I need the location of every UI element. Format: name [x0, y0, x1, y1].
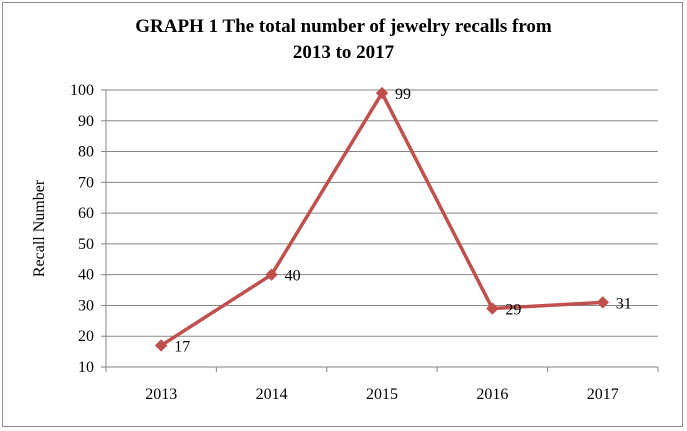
data-point-2015 — [375, 86, 389, 100]
y-tick-label: 70 — [78, 174, 94, 191]
chart-title-line-1: GRAPH 1 The total number of jewelry reca… — [135, 16, 552, 37]
data-label-2017: 31 — [616, 295, 632, 312]
y-tick-label: 40 — [78, 267, 94, 284]
x-tick-label-2015: 2015 — [366, 386, 398, 403]
y-tick-label: 60 — [78, 205, 94, 222]
data-label-2015: 99 — [395, 86, 411, 103]
x-tick-label-2016: 2016 — [476, 386, 508, 403]
data-labels: 17 40 99 29 31 — [174, 86, 632, 355]
y-axis-label: Recall Number — [31, 179, 48, 277]
chart-title-line-2: 2013 to 2017 — [292, 42, 395, 63]
data-label-2016: 29 — [505, 302, 521, 319]
data-point-2013 — [154, 339, 168, 352]
series-line-0 — [160, 91, 603, 347]
y-tick-label: 100 — [70, 82, 94, 99]
y-tick-label: 50 — [78, 236, 94, 253]
data-label-2013: 17 — [174, 338, 190, 355]
y-tick-label: 30 — [78, 297, 94, 314]
axes — [101, 89, 659, 372]
x-tick-label-2017: 2017 — [587, 386, 619, 403]
chart-title: GRAPH 1 The total number of jewelry reca… — [0, 14, 687, 66]
y-tick-label: 20 — [78, 328, 94, 345]
series-layer — [154, 86, 610, 352]
gridlines — [106, 89, 658, 337]
x-tick-label-2013: 2013 — [145, 386, 177, 403]
x-tick-label-2014: 2014 — [256, 386, 288, 403]
x-tick-labels: 2013 2014 2015 2016 2017 — [145, 386, 619, 403]
data-point-2016 — [486, 302, 499, 315]
data-label-2014: 40 — [285, 268, 301, 285]
data-point-2014 — [265, 268, 278, 281]
chart-frame — [2, 2, 683, 427]
data-point-2017 — [596, 296, 610, 309]
y-tick-labels: 10 20 30 40 50 60 70 80 90 100 — [70, 82, 94, 376]
y-tick-label: 10 — [78, 359, 94, 376]
y-tick-label: 90 — [78, 113, 94, 130]
y-tick-label: 80 — [78, 144, 94, 161]
